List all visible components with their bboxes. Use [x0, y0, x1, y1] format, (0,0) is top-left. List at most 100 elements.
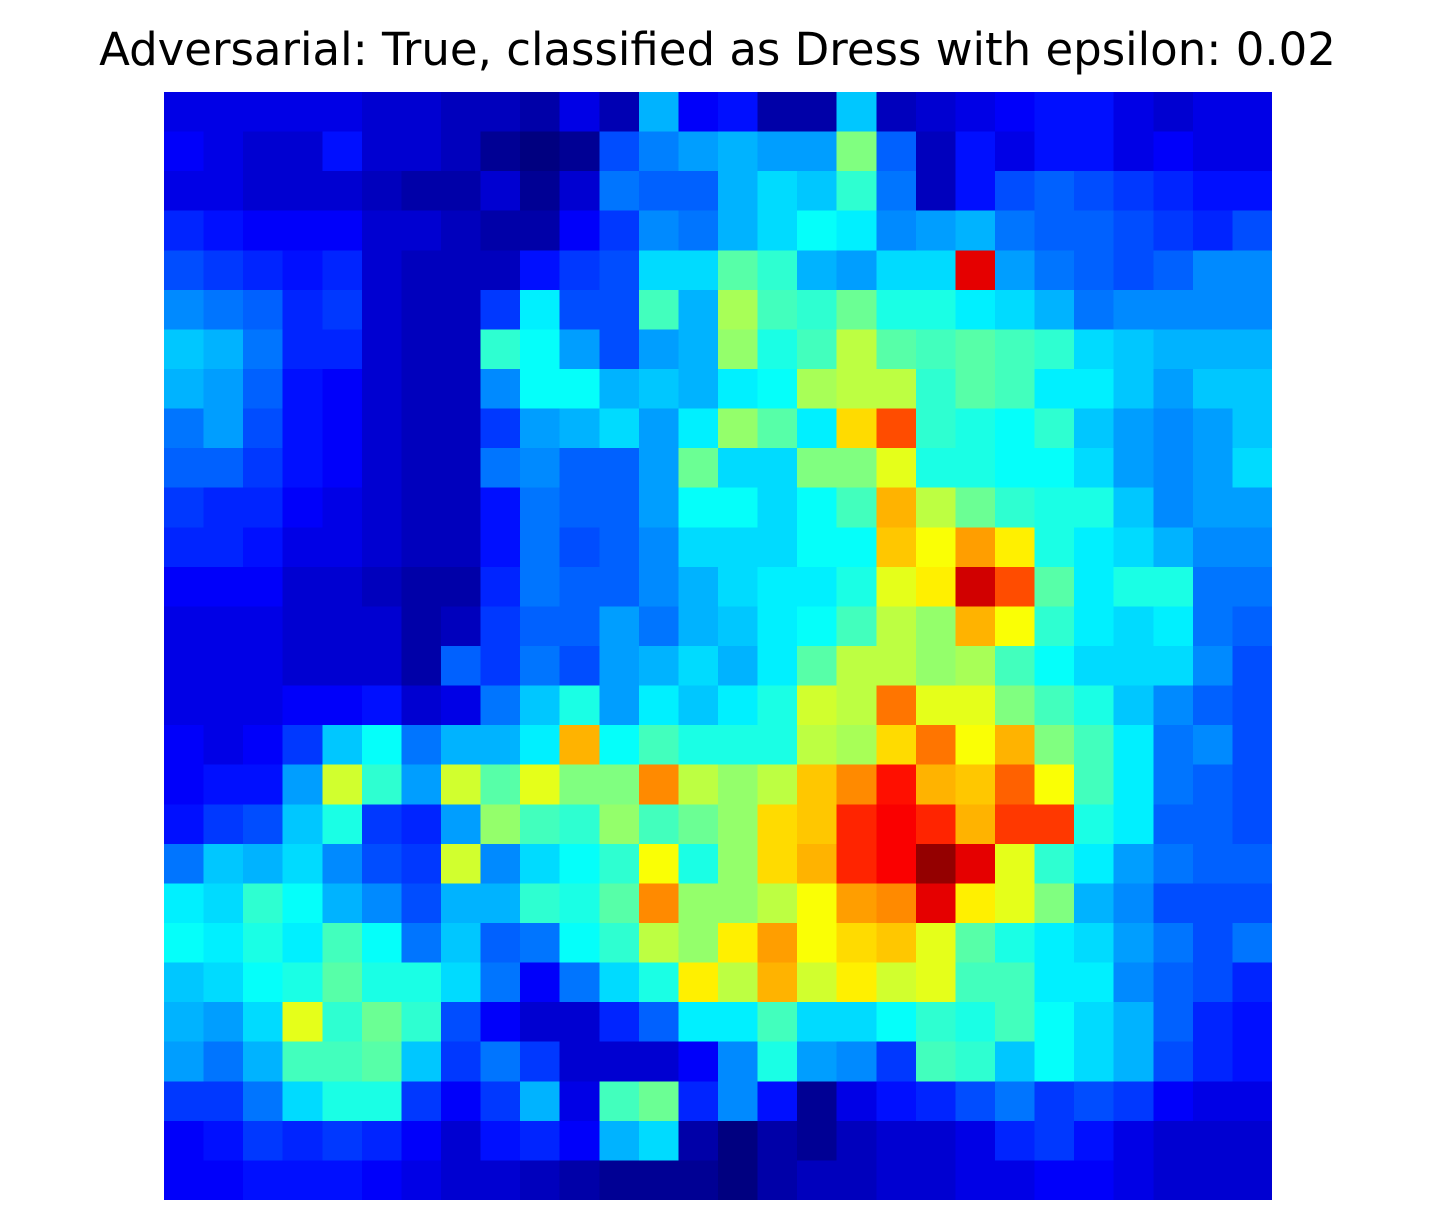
heatmap-cell-14-26	[1192, 646, 1234, 687]
heatmap-cell-27-17	[836, 1160, 877, 1200]
heatmap-cell-6-18	[876, 329, 917, 370]
heatmap-cell-23-0	[164, 1002, 205, 1043]
heatmap-cell-6-1	[203, 329, 244, 370]
heatmap-cell-10-27	[1232, 487, 1272, 528]
heatmap-cell-12-3	[282, 566, 323, 608]
heatmap-cell-0-20	[955, 92, 996, 133]
heatmap-cell-10-16	[797, 487, 838, 528]
heatmap-cell-3-3	[282, 210, 323, 251]
heatmap-cell-11-0	[164, 527, 205, 568]
heatmap-cell-19-7	[441, 843, 482, 885]
heatmap-cell-27-12	[638, 1160, 680, 1200]
heatmap-cell-10-26	[1192, 487, 1234, 528]
heatmap-cell-20-19	[915, 883, 957, 924]
heatmap-cell-8-24	[1113, 408, 1154, 449]
heatmap-cell-27-5	[361, 1160, 403, 1200]
heatmap-cell-16-8	[480, 725, 521, 766]
heatmap-cell-5-16	[797, 289, 838, 331]
heatmap-cell-0-16	[797, 92, 838, 133]
heatmap-cell-5-8	[480, 289, 521, 331]
heatmap-cell-4-4	[322, 250, 363, 291]
heatmap-cell-20-25	[1153, 883, 1194, 924]
heatmap-cell-2-25	[1153, 171, 1194, 212]
heatmap-cell-21-27	[1232, 923, 1272, 964]
heatmap-cell-4-19	[915, 250, 957, 291]
heatmap-cell-26-4	[322, 1120, 363, 1162]
heatmap-cell-23-15	[757, 1002, 798, 1043]
heatmap-cell-7-9	[520, 369, 561, 410]
heatmap-cell-22-23	[1074, 962, 1115, 1003]
heatmap-cell-26-5	[361, 1120, 403, 1162]
heatmap-cell-22-8	[480, 962, 521, 1003]
heatmap-cell-26-8	[480, 1120, 521, 1162]
heatmap-cell-19-18	[876, 843, 917, 885]
heatmap-cell-21-25	[1153, 923, 1194, 964]
heatmap-cell-24-10	[559, 1041, 600, 1082]
heatmap-cell-23-17	[836, 1002, 877, 1043]
heatmap-cell-6-17	[836, 329, 877, 370]
heatmap-cell-15-26	[1192, 685, 1234, 726]
heatmap-cell-1-15	[757, 131, 798, 172]
heatmap-cell-13-3	[282, 606, 323, 647]
heatmap-cell-15-15	[757, 685, 798, 726]
heatmap-cell-5-20	[955, 289, 996, 331]
heatmap-cell-13-20	[955, 606, 996, 647]
heatmap-cell-13-14	[718, 606, 759, 647]
heatmap-cell-25-2	[243, 1081, 284, 1122]
heatmap-cell-24-12	[638, 1041, 680, 1082]
heatmap-cell-11-13	[678, 527, 719, 568]
heatmap-cell-22-21	[995, 962, 1036, 1003]
heatmap-cell-10-9	[520, 487, 561, 528]
heatmap-cell-6-0	[164, 329, 205, 370]
heatmap-cell-27-14	[718, 1160, 759, 1200]
heatmap-cell-6-25	[1153, 329, 1194, 370]
heatmap-cell-24-1	[203, 1041, 244, 1082]
heatmap-cell-3-21	[995, 210, 1036, 251]
heatmap-cell-10-23	[1074, 487, 1115, 528]
heatmap-cell-22-13	[678, 962, 719, 1003]
heatmap-cell-12-20	[955, 566, 996, 608]
heatmap-cell-15-19	[915, 685, 957, 726]
heatmap-cell-6-12	[638, 329, 680, 370]
heatmap-cell-0-5	[361, 92, 403, 133]
heatmap-cell-2-19	[915, 171, 957, 212]
heatmap-cell-14-22	[1034, 646, 1075, 687]
heatmap-cell-5-6	[401, 289, 442, 331]
heatmap-cell-27-10	[559, 1160, 600, 1200]
heatmap-cell-16-18	[876, 725, 917, 766]
heatmap-cell-8-18	[876, 408, 917, 449]
heatmap-cell-24-7	[441, 1041, 482, 1082]
heatmap-cell-11-10	[559, 527, 600, 568]
heatmap-cell-8-25	[1153, 408, 1194, 449]
heatmap-cell-7-27	[1232, 369, 1272, 410]
heatmap-cell-25-4	[322, 1081, 363, 1122]
heatmap-cell-4-25	[1153, 250, 1194, 291]
heatmap-cell-1-17	[836, 131, 877, 172]
heatmap-cell-20-16	[797, 883, 838, 924]
heatmap-cell-12-11	[599, 566, 640, 608]
heatmap-cell-24-5	[361, 1041, 403, 1082]
heatmap-cell-14-20	[955, 646, 996, 687]
heatmap-cell-7-12	[638, 369, 680, 410]
heatmap-cell-17-16	[797, 764, 838, 805]
heatmap-cell-19-24	[1113, 843, 1154, 885]
heatmap-cell-5-11	[599, 289, 640, 331]
heatmap-cell-15-17	[836, 685, 877, 726]
heatmap-cell-15-12	[638, 685, 680, 726]
heatmap-cell-18-14	[718, 804, 759, 845]
heatmap-cell-4-12	[638, 250, 680, 291]
heatmap-cell-8-14	[718, 408, 759, 449]
heatmap-cell-24-18	[876, 1041, 917, 1082]
heatmap-cell-19-0	[164, 843, 205, 885]
heatmap-cell-12-4	[322, 566, 363, 608]
heatmap-cell-7-0	[164, 369, 205, 410]
heatmap-cell-14-3	[282, 646, 323, 687]
heatmap-cell-11-5	[361, 527, 403, 568]
heatmap-cell-3-0	[164, 210, 205, 251]
heatmap-cell-1-1	[203, 131, 244, 172]
heatmap-cell-17-17	[836, 764, 877, 805]
heatmap-cell-12-6	[401, 566, 442, 608]
heatmap-cell-24-8	[480, 1041, 521, 1082]
heatmap-cell-10-6	[401, 487, 442, 528]
heatmap-cell-26-13	[678, 1120, 719, 1162]
